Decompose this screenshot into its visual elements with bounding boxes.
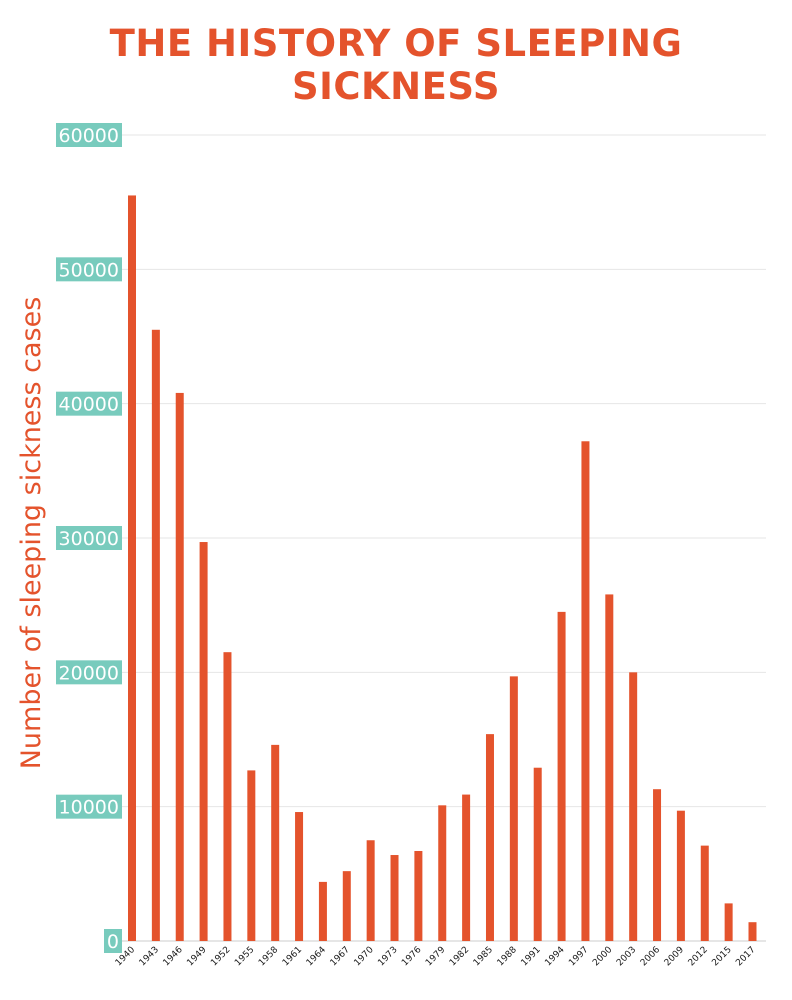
y-axis-ticks: 0 10000 20000 30000 40000 50000 60000 xyxy=(56,123,122,953)
bar-1970 xyxy=(366,840,375,941)
bar-2017 xyxy=(748,922,757,941)
y-tick-background xyxy=(56,794,122,819)
bar-1985 xyxy=(485,734,494,941)
bar-2006 xyxy=(653,789,662,941)
y-tick-background xyxy=(56,257,122,282)
x-tick-label: 1985 xyxy=(472,945,495,968)
bar-1961 xyxy=(295,812,304,941)
bar-1988 xyxy=(509,676,518,941)
x-tick-label: 1982 xyxy=(448,945,471,968)
y-tick-label: 0 xyxy=(107,931,119,953)
x-tick-label: 1958 xyxy=(257,945,280,968)
x-tick-label: 1967 xyxy=(329,945,352,968)
x-tick-label: 1949 xyxy=(185,945,208,968)
bar-1991 xyxy=(533,767,542,941)
x-tick-label: 1979 xyxy=(424,945,447,968)
x-tick-label: 1961 xyxy=(281,945,304,968)
bar-2009 xyxy=(676,810,685,941)
x-tick-label: 1991 xyxy=(520,945,543,968)
bar-1940 xyxy=(128,195,136,941)
bar-1994 xyxy=(557,611,566,941)
bar-1955 xyxy=(247,770,256,941)
bar-1967 xyxy=(342,871,351,941)
x-tick-label: 2012 xyxy=(687,945,710,968)
bars xyxy=(128,195,757,941)
x-tick-label: 1964 xyxy=(305,945,328,968)
y-axis-label: Number of sleeping sickness cases xyxy=(16,297,47,770)
bar-1982 xyxy=(462,794,471,941)
x-tick-label: 2015 xyxy=(710,945,733,968)
y-tick-label: 30000 xyxy=(59,528,119,550)
y-tick-background xyxy=(56,391,122,416)
bar-2015 xyxy=(724,903,733,941)
x-tick-label: 1988 xyxy=(496,945,519,968)
x-tick-label: 2000 xyxy=(591,945,614,968)
y-tick-background xyxy=(56,660,122,685)
x-tick-label: 1946 xyxy=(162,945,185,968)
y-tick-label: 10000 xyxy=(59,797,119,819)
x-tick-label: 1943 xyxy=(138,945,161,968)
x-tick-label: 1997 xyxy=(567,945,590,968)
y-tick-label: 50000 xyxy=(59,259,119,281)
bar-2003 xyxy=(629,672,638,941)
x-tick-label: 1976 xyxy=(400,945,423,968)
x-tick-label: 1994 xyxy=(543,945,566,968)
y-tick-label: 20000 xyxy=(59,662,119,684)
bar-1946 xyxy=(175,392,184,941)
bar-1943 xyxy=(151,329,160,941)
x-tick-label: 1955 xyxy=(233,945,256,968)
bar-1997 xyxy=(581,441,590,941)
bar-1958 xyxy=(271,744,280,941)
x-tick-label: 1973 xyxy=(376,945,399,968)
bar-2012 xyxy=(700,845,709,941)
chart-title: THE HISTORY OF SLEEPING SICKNESS xyxy=(109,22,683,108)
x-tick-label: 2003 xyxy=(615,945,638,968)
y-tick-background xyxy=(104,929,122,953)
bar-1976 xyxy=(414,850,423,941)
bar-1949 xyxy=(199,542,208,941)
y-tick-background xyxy=(56,123,122,147)
x-tick-label: 1952 xyxy=(209,945,232,968)
y-tick-label: 40000 xyxy=(59,394,119,416)
x-tick-label: 2009 xyxy=(663,945,686,968)
y-tick-label: 60000 xyxy=(59,125,119,147)
x-tick-label: 1970 xyxy=(353,945,376,968)
bar-1952 xyxy=(223,652,232,941)
bar-1973 xyxy=(390,855,399,941)
x-axis-ticks: 1940 1943 1946 1949 1952 1955 1958 1961 1964 1967… xyxy=(114,945,758,968)
y-tick-background xyxy=(56,526,122,550)
bar-2000 xyxy=(605,594,614,941)
bar-1979 xyxy=(438,805,447,941)
x-tick-label: 2006 xyxy=(639,945,662,968)
bar-1964 xyxy=(318,881,327,941)
x-tick-label: 2017 xyxy=(734,945,757,968)
